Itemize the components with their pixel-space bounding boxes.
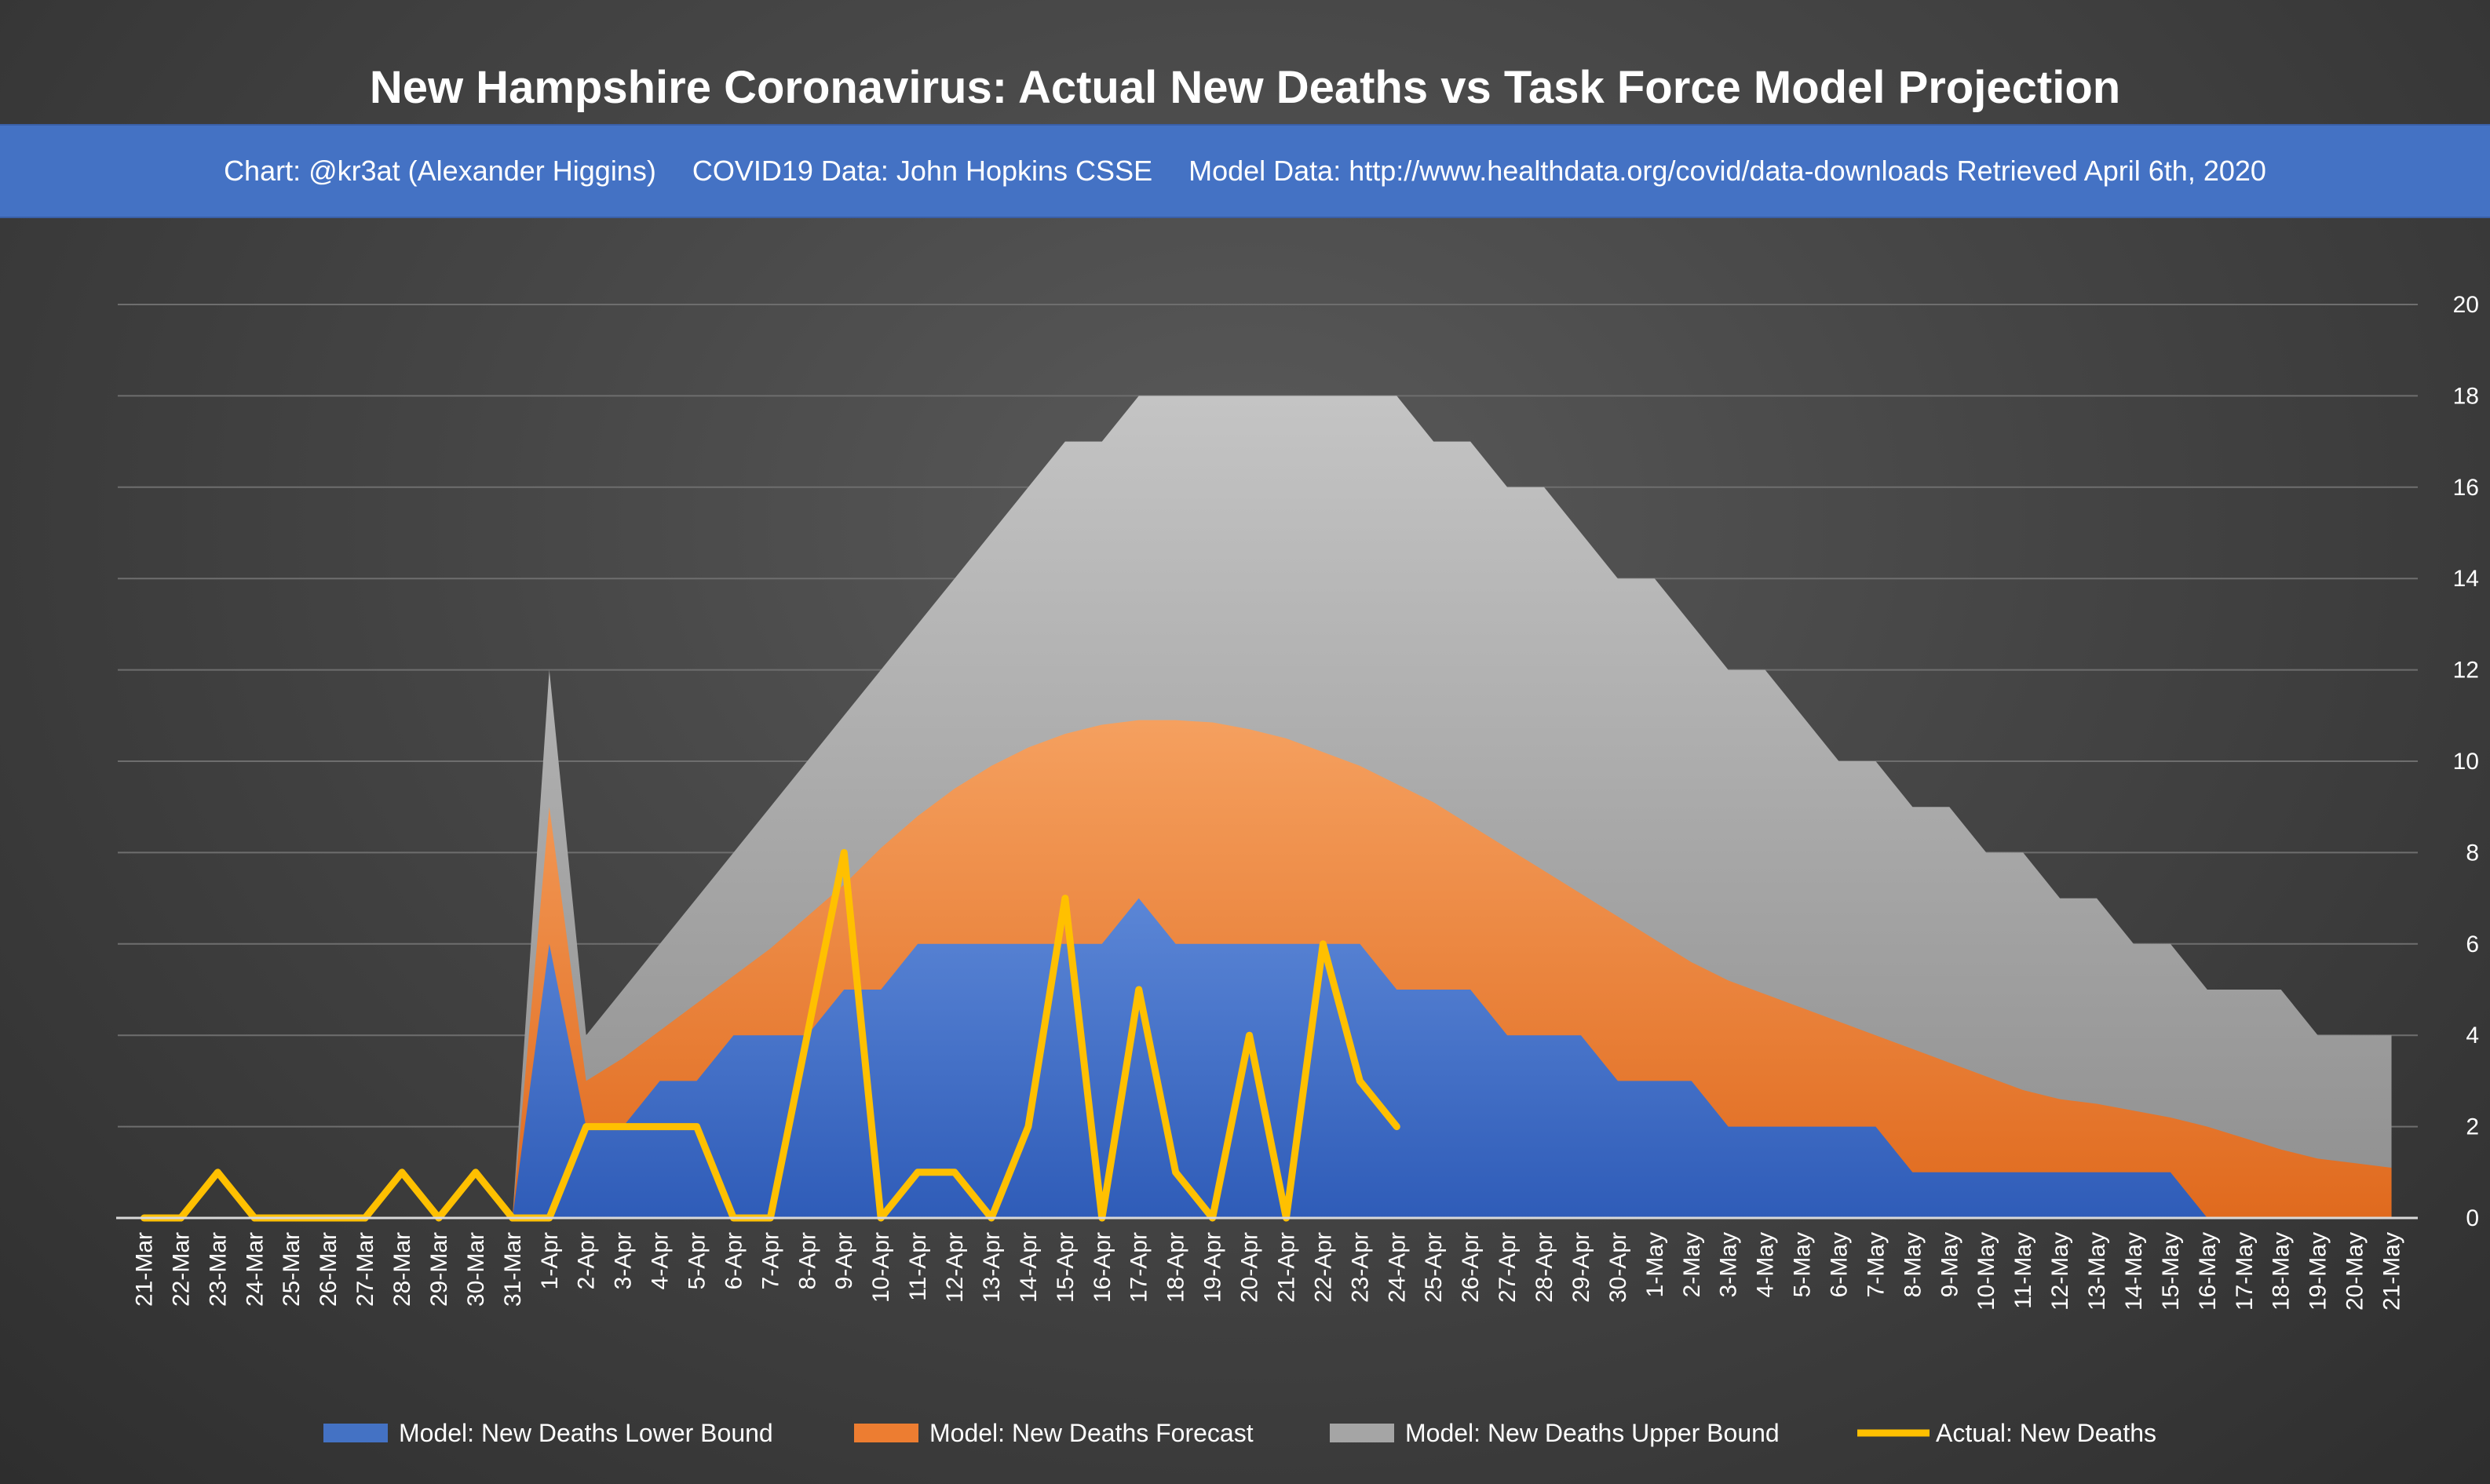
x-tick-label: 26-Mar [316,1232,341,1307]
x-tick-label: 22-Mar [168,1232,194,1307]
lower-bound-area [144,898,2392,1218]
x-tick-label: 21-Apr [1273,1232,1299,1303]
x-tick-label: 5-Apr [685,1232,710,1289]
x-tick-label: 15-May [2158,1232,2184,1311]
x-tick-label: 3-Apr [611,1232,637,1289]
x-tick-label: 31-Mar [500,1232,526,1307]
x-tick-label: 23-Apr [1347,1232,1373,1303]
x-tick-label: 12-Apr [942,1232,968,1303]
model-data-source-text: Model Data: http://www.healthdata.org/co… [1188,155,2266,187]
x-tick-label: 18-Apr [1163,1232,1189,1303]
x-tick-label: 28-Mar [389,1232,415,1307]
legend-swatch [323,1424,388,1442]
x-tick-label: 13-May [2084,1232,2110,1311]
x-tick-label: 20-Apr [1237,1232,1263,1303]
y-tick-label: 12 [2453,658,2479,684]
legend-label: Model: New Deaths Upper Bound [1405,1419,1780,1447]
x-tick-label: 12-May [2047,1232,2073,1311]
x-tick-label: 30-Mar [463,1232,489,1307]
x-tick-label: 8-May [1900,1232,1926,1297]
x-tick-label: 7-May [1863,1232,1889,1297]
x-tick-label: 22-Apr [1310,1232,1336,1303]
x-tick-label: 30-Apr [1605,1232,1631,1303]
x-tick-label: 16-May [2195,1232,2221,1311]
covid-data-source-text: COVID19 Data: John Hopkins CSSE [692,155,1153,187]
x-tick-label: 2-Apr [574,1232,600,1289]
x-tick-label: 16-Apr [1090,1232,1115,1303]
x-tick-label: 4-May [1753,1232,1779,1297]
y-tick-label: 14 [2453,566,2479,592]
y-tick-label: 16 [2453,475,2479,501]
x-tick-label: 28-Apr [1532,1232,1557,1303]
x-tick-label: 27-Mar [352,1232,378,1307]
legend-label: Model: New Deaths Lower Bound [399,1419,773,1447]
x-tick-label: 13-Apr [979,1232,1005,1303]
x-tick-label: 24-Mar [242,1232,268,1307]
x-tick-label: 1-May [1642,1232,1668,1297]
x-tick-label: 21-May [2379,1232,2405,1311]
x-tick-label: 9-Apr [831,1232,857,1289]
legend-label: Actual: New Deaths [1936,1419,2156,1447]
x-tick-label: 14-May [2121,1232,2147,1311]
legend-swatch [1330,1424,1394,1442]
x-tick-label: 14-Apr [1016,1232,1042,1303]
y-tick-label: 8 [2466,840,2479,866]
y-tick-label: 0 [2466,1205,2479,1231]
x-tick-label: 27-Apr [1495,1232,1521,1303]
x-tick-label: 4-Apr [648,1232,674,1289]
legend-swatch [854,1424,918,1442]
x-tick-label: 19-May [2306,1232,2331,1311]
x-tick-label: 29-Mar [426,1232,452,1307]
x-tick-label: 25-Apr [1421,1232,1447,1303]
x-tick-label: 11-May [2010,1232,2036,1309]
y-tick-label: 18 [2453,383,2479,409]
x-tick-label: 15-Apr [1053,1232,1079,1303]
x-tick-label: 6-May [1827,1232,1853,1297]
x-tick-label: 6-Apr [721,1232,747,1289]
x-tick-label: 10-May [1973,1232,1999,1311]
y-tick-label: 4 [2466,1023,2479,1048]
x-tick-label: 19-Apr [1200,1232,1226,1303]
x-tick-label: 23-Mar [205,1232,231,1307]
x-tick-label: 2-May [1679,1232,1705,1297]
legend-label: Model: New Deaths Forecast [929,1419,1254,1447]
x-tick-label: 20-May [2342,1232,2368,1311]
x-tick-label: 8-Apr [794,1232,820,1289]
x-tick-label: 18-May [2269,1232,2295,1311]
subtitle-banner: Chart: @kr3at (Alexander Higgins) COVID1… [0,124,2490,218]
x-tick-label: 5-May [1790,1232,1816,1297]
x-tick-label: 3-May [1716,1232,1742,1297]
x-tick-label: 7-Apr [758,1232,783,1289]
x-tick-label: 25-Mar [279,1232,305,1307]
x-tick-label: 1-Apr [537,1232,563,1289]
y-tick-label: 20 [2453,292,2479,318]
x-tick-label: 17-May [2232,1232,2258,1311]
chart-title: New Hampshire Coronavirus: Actual New De… [369,62,2121,113]
x-tick-label: 21-Mar [131,1232,157,1307]
x-tick-label: 11-Apr [905,1232,931,1301]
y-tick-label: 2 [2466,1114,2479,1140]
x-tick-label: 10-Apr [868,1232,894,1303]
chart-credit-text: Chart: @kr3at (Alexander Higgins) [224,155,656,187]
y-tick-label: 10 [2453,749,2479,775]
x-tick-label: 17-Apr [1126,1232,1152,1303]
y-tick-label: 6 [2466,932,2479,957]
x-tick-label: 29-Apr [1568,1232,1594,1303]
x-tick-label: 9-May [1937,1232,1962,1297]
x-tick-label: 24-Apr [1384,1232,1410,1303]
x-tick-label: 26-Apr [1458,1232,1484,1303]
